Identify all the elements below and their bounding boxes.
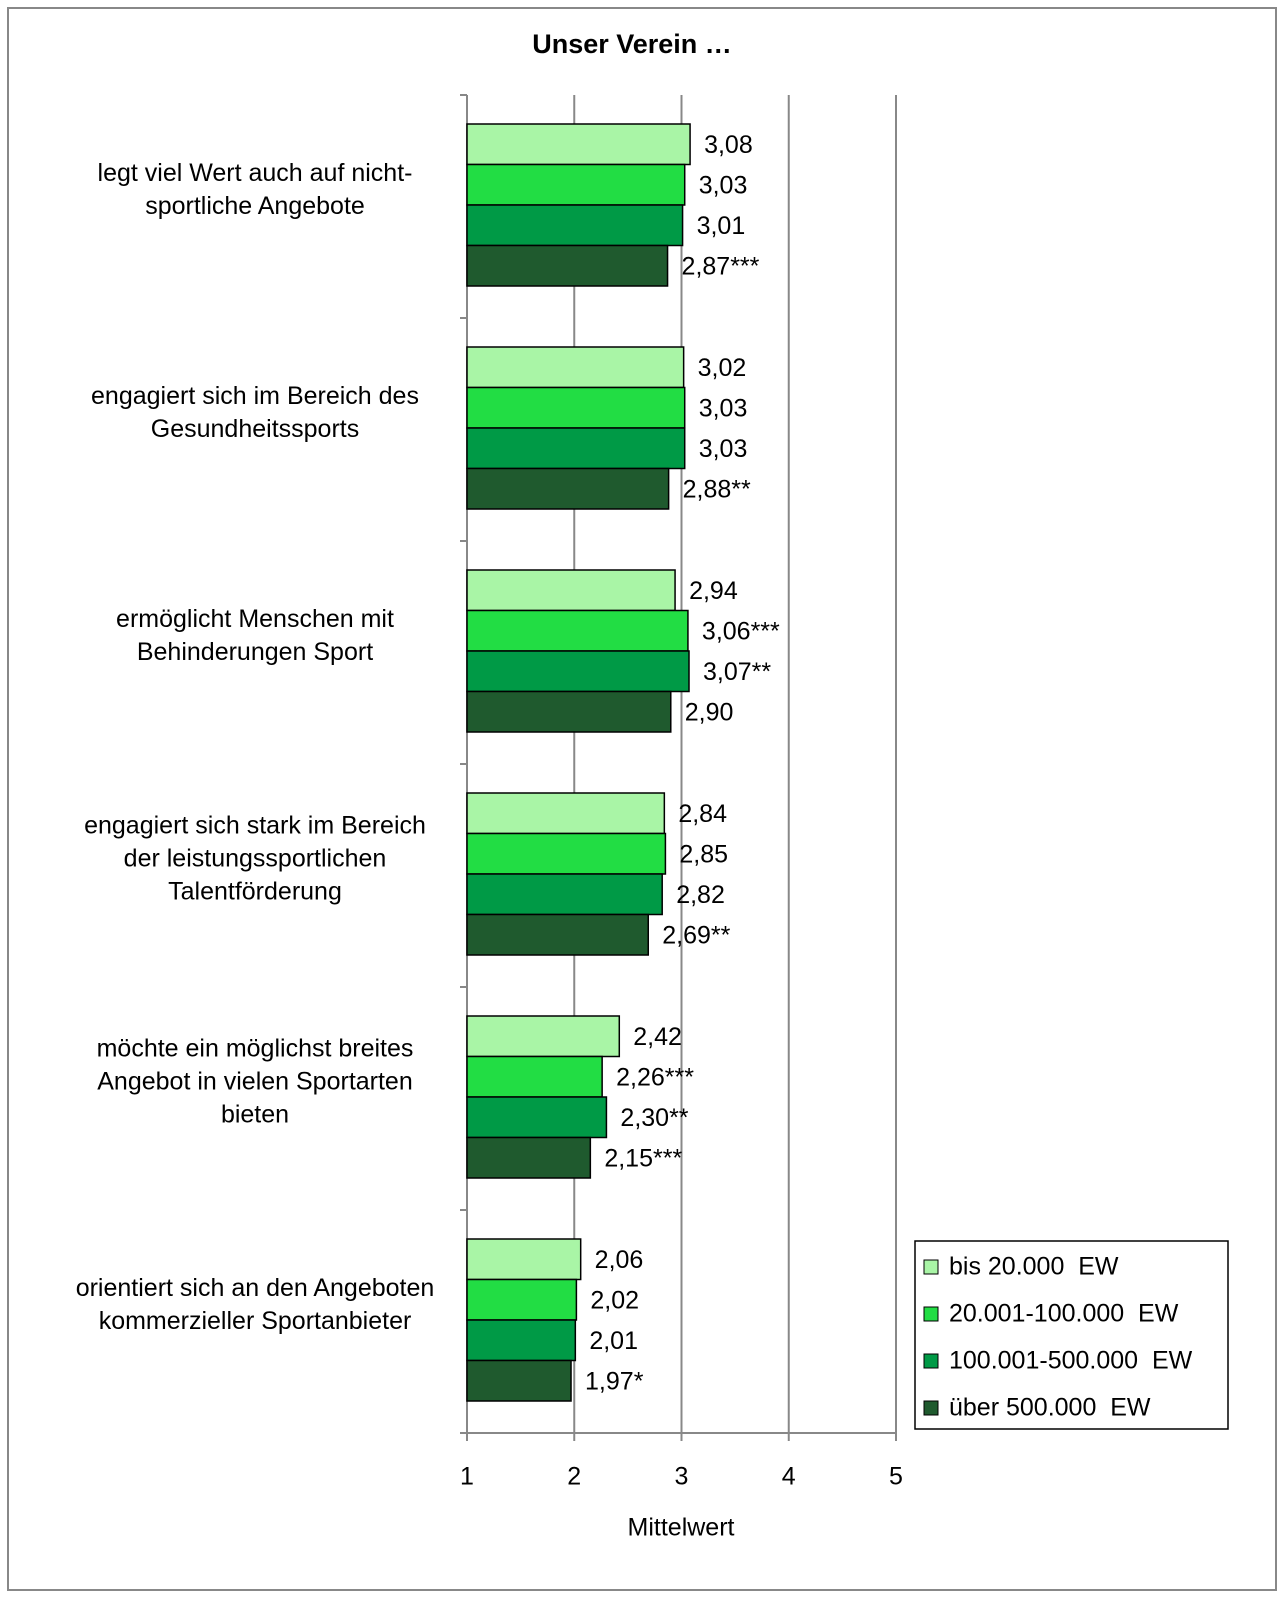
bar xyxy=(466,467,670,510)
data-label: 3,07** xyxy=(703,658,771,686)
data-label: 2,82 xyxy=(676,881,725,909)
data-label: 2,90 xyxy=(685,698,734,726)
data-label: 3,03 xyxy=(699,394,748,422)
x-tick-label: 1 xyxy=(460,1463,474,1491)
x-tick-label: 3 xyxy=(675,1463,689,1491)
bar xyxy=(466,792,666,835)
bar xyxy=(466,1278,578,1321)
data-label: 2,69** xyxy=(662,921,730,949)
x-tick-label: 4 xyxy=(782,1463,796,1491)
category-label: engagiert sich im Bereich des Gesundheit… xyxy=(91,382,419,443)
bar xyxy=(466,569,676,612)
data-label: 2,87*** xyxy=(682,252,760,280)
legend-label: über 500.000 EW xyxy=(949,1394,1151,1422)
bar xyxy=(466,1015,621,1058)
data-label: 2,30** xyxy=(620,1104,688,1132)
bar xyxy=(466,650,690,693)
data-label: 3,03 xyxy=(699,171,748,199)
data-label: 3,02 xyxy=(698,354,747,382)
data-label: 3,01 xyxy=(697,212,746,240)
bar xyxy=(466,1359,572,1402)
data-label: 2,02 xyxy=(590,1286,639,1314)
category-label: ermöglicht Menschen mit Behinderungen Sp… xyxy=(116,605,394,666)
legend-swatch xyxy=(923,1259,939,1275)
bar xyxy=(466,204,684,247)
data-label: 2,88** xyxy=(683,475,751,503)
data-label: 2,84 xyxy=(678,800,727,828)
data-label: 3,03 xyxy=(699,435,748,463)
legend-swatch xyxy=(923,1400,939,1416)
bar xyxy=(466,427,686,470)
data-label: 2,26*** xyxy=(616,1063,694,1091)
bar xyxy=(466,832,667,875)
category-label: möchte ein möglichst breites Angebot in … xyxy=(96,1034,414,1129)
legend-swatch xyxy=(923,1353,939,1369)
data-label: 2,01 xyxy=(589,1327,638,1355)
x-tick-label: 2 xyxy=(567,1463,581,1491)
legend-label: 100.001-500.000 EW xyxy=(949,1347,1193,1375)
data-label: 3,06*** xyxy=(702,617,780,645)
bar xyxy=(466,244,669,287)
x-tick-label: 5 xyxy=(889,1463,903,1491)
legend-label: 20.001-100.000 EW xyxy=(949,1300,1179,1328)
bar xyxy=(466,386,686,429)
bar xyxy=(466,346,685,389)
bar xyxy=(466,1055,603,1098)
legend-swatch xyxy=(923,1306,939,1322)
data-label: 2,85 xyxy=(679,840,728,868)
data-label: 2,06 xyxy=(595,1246,644,1274)
x-axis-title: Mittelwert xyxy=(628,1514,735,1542)
data-label: 2,15*** xyxy=(604,1144,682,1172)
bar xyxy=(466,1136,592,1179)
bar xyxy=(466,1096,608,1139)
bar xyxy=(466,690,672,733)
chart-title: Unser Verein … xyxy=(532,29,732,59)
data-label: 2,42 xyxy=(633,1023,682,1051)
bar xyxy=(466,609,689,652)
legend-box xyxy=(914,1240,1229,1430)
chart-border xyxy=(7,7,1277,1591)
data-label: 3,08 xyxy=(704,131,753,159)
category-label: orientiert sich an den Angeboten kommerz… xyxy=(75,1274,435,1335)
bar xyxy=(466,123,691,166)
category-label: legt viel Wert auch auf nicht- sportlich… xyxy=(97,159,413,220)
data-label: 2,94 xyxy=(689,577,738,605)
bar xyxy=(466,1238,582,1281)
bar xyxy=(466,163,686,206)
data-label: 1,97* xyxy=(585,1367,644,1395)
bar xyxy=(466,1319,577,1362)
category-label: engagiert sich stark im Bereich der leis… xyxy=(84,811,426,906)
bar xyxy=(466,873,663,916)
bar xyxy=(466,913,650,956)
legend-label: bis 20.000 EW xyxy=(949,1253,1119,1281)
